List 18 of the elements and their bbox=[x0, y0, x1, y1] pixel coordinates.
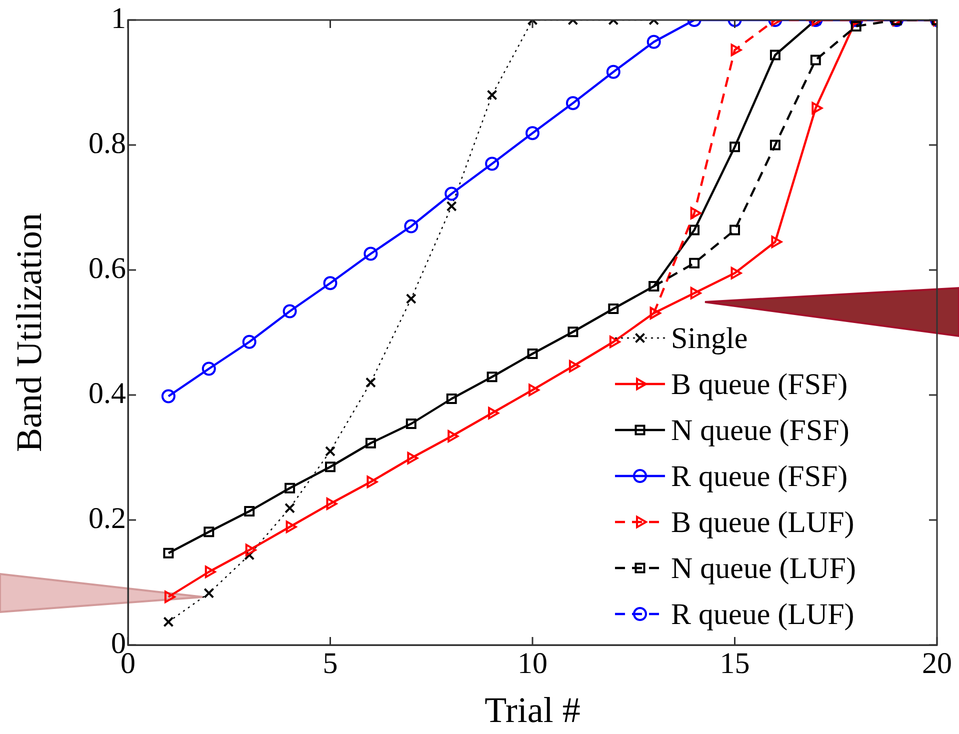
legend-label: N queue (LUF) bbox=[671, 552, 856, 585]
legend-label: N queue (FSF) bbox=[671, 414, 850, 447]
x-tick-label: 20 bbox=[922, 646, 952, 680]
legend-label: Single bbox=[671, 322, 748, 355]
legend-label: R queue (FSF) bbox=[671, 460, 848, 493]
x-axis-title: Trial # bbox=[484, 690, 580, 730]
legend-label: B queue (LUF) bbox=[671, 506, 854, 539]
y-tick-label: 0.8 bbox=[88, 126, 126, 160]
legend-label: R queue (LUF) bbox=[671, 598, 854, 631]
y-tick-label: 1 bbox=[111, 2, 126, 35]
y-tick-label: 0.6 bbox=[88, 252, 126, 285]
y-tick-label: 0.4 bbox=[88, 376, 126, 410]
x-tick-label: 10 bbox=[518, 646, 548, 680]
x-tick-label: 15 bbox=[720, 646, 750, 680]
legend-label: B queue (FSF) bbox=[671, 368, 848, 401]
y-axis-title: Band Utilization bbox=[9, 213, 50, 452]
y-tick-label: 0.2 bbox=[88, 502, 126, 535]
x-tick-label: 5 bbox=[322, 646, 338, 680]
